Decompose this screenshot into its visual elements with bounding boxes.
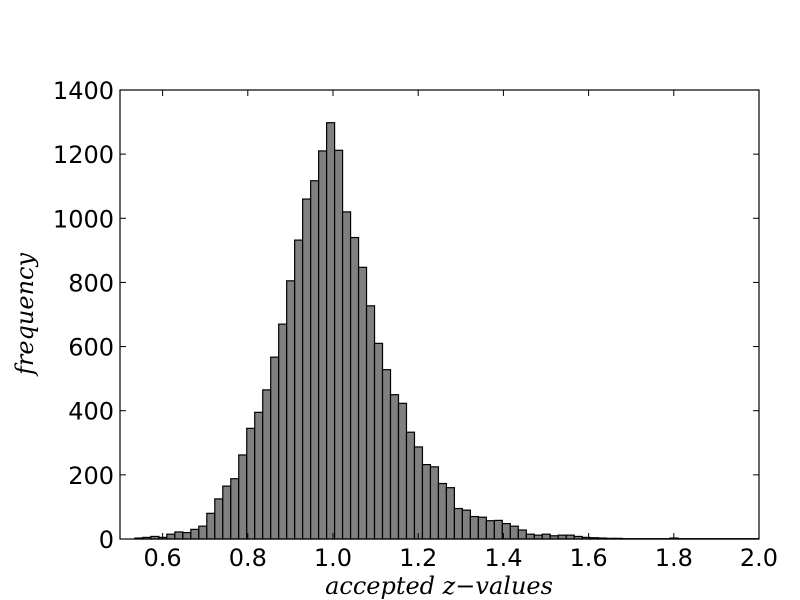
histogram-bar (262, 389, 272, 540)
histogram-bar (246, 427, 256, 540)
x-tick-label: 1.4 (484, 544, 522, 572)
y-tick-label: 600 (68, 334, 114, 362)
histogram-bar (461, 509, 471, 540)
y-tick-label: 200 (68, 462, 114, 490)
histogram-bar (357, 266, 368, 540)
x-tick-label: 0.6 (144, 544, 182, 572)
histogram-bar (405, 431, 416, 540)
histogram-bar (198, 525, 208, 540)
histogram-bar (238, 454, 248, 540)
histogram-bar (477, 516, 487, 540)
histogram-bar (509, 525, 519, 540)
histogram-bar (349, 236, 360, 540)
x-tick-label: 1.8 (655, 544, 693, 572)
histogram-bar (469, 515, 479, 540)
x-tick-label: 1.2 (399, 544, 437, 572)
x-tick-label: 0.8 (229, 544, 267, 572)
histogram-bar (381, 369, 392, 540)
histogram-bar (429, 466, 440, 540)
histogram-bar (302, 198, 312, 540)
histogram-bars (134, 122, 759, 540)
histogram-bar (166, 533, 176, 540)
histogram-bar (318, 150, 328, 540)
histogram-bar (373, 342, 384, 540)
y-tick-label: 1400 (53, 77, 114, 105)
y-tick-label: 800 (68, 269, 114, 297)
histogram-bar (254, 411, 264, 540)
histogram-bar (445, 487, 456, 540)
histogram-bar (413, 446, 424, 540)
histogram-bar (206, 512, 216, 540)
y-tick-label: 1000 (53, 205, 114, 233)
histogram-bar (222, 485, 232, 540)
x-axis-ticks: 0.6 0.8 1.0 1.2 1.4 1.6 1.8 2.0 (144, 90, 778, 572)
histogram-bar (397, 402, 408, 540)
x-axis-label: accepted z−values (325, 572, 553, 600)
y-tick-label: 0 (99, 526, 114, 554)
histogram-bar (270, 356, 280, 540)
histogram-bar (525, 533, 535, 540)
y-axis-ticks: 0 200 400 600 800 1000 1200 1400 (53, 77, 759, 554)
histogram-bar (493, 519, 503, 540)
x-tick-label: 1.6 (570, 544, 608, 572)
y-axis-label: frequency (11, 253, 39, 377)
histogram-bar (190, 528, 200, 540)
y-tick-label: 1200 (53, 141, 114, 169)
histogram-bar (214, 498, 224, 540)
histogram-bar (541, 533, 551, 540)
histogram-bar (485, 520, 495, 540)
histogram-bar (389, 394, 400, 540)
histogram-bar (182, 531, 192, 540)
histogram-bar (174, 531, 184, 540)
histogram-bar (278, 323, 288, 540)
histogram-bar (294, 239, 304, 540)
histogram-bar (310, 180, 320, 540)
histogram-bar (421, 463, 432, 540)
histogram-bar (437, 482, 448, 540)
histogram-bar (333, 149, 344, 540)
histogram-bar (341, 211, 352, 540)
histogram-bar (326, 122, 336, 540)
x-tick-label: 2.0 (740, 544, 778, 572)
x-tick-label: 1.0 (314, 544, 352, 572)
histogram-bar (230, 478, 240, 540)
y-tick-label: 400 (68, 398, 114, 426)
histogram-bar (365, 305, 376, 540)
histogram-bar (286, 280, 296, 540)
histogram-bar (517, 529, 527, 540)
plot-frame (119, 89, 760, 540)
histogram-bar (453, 507, 463, 540)
